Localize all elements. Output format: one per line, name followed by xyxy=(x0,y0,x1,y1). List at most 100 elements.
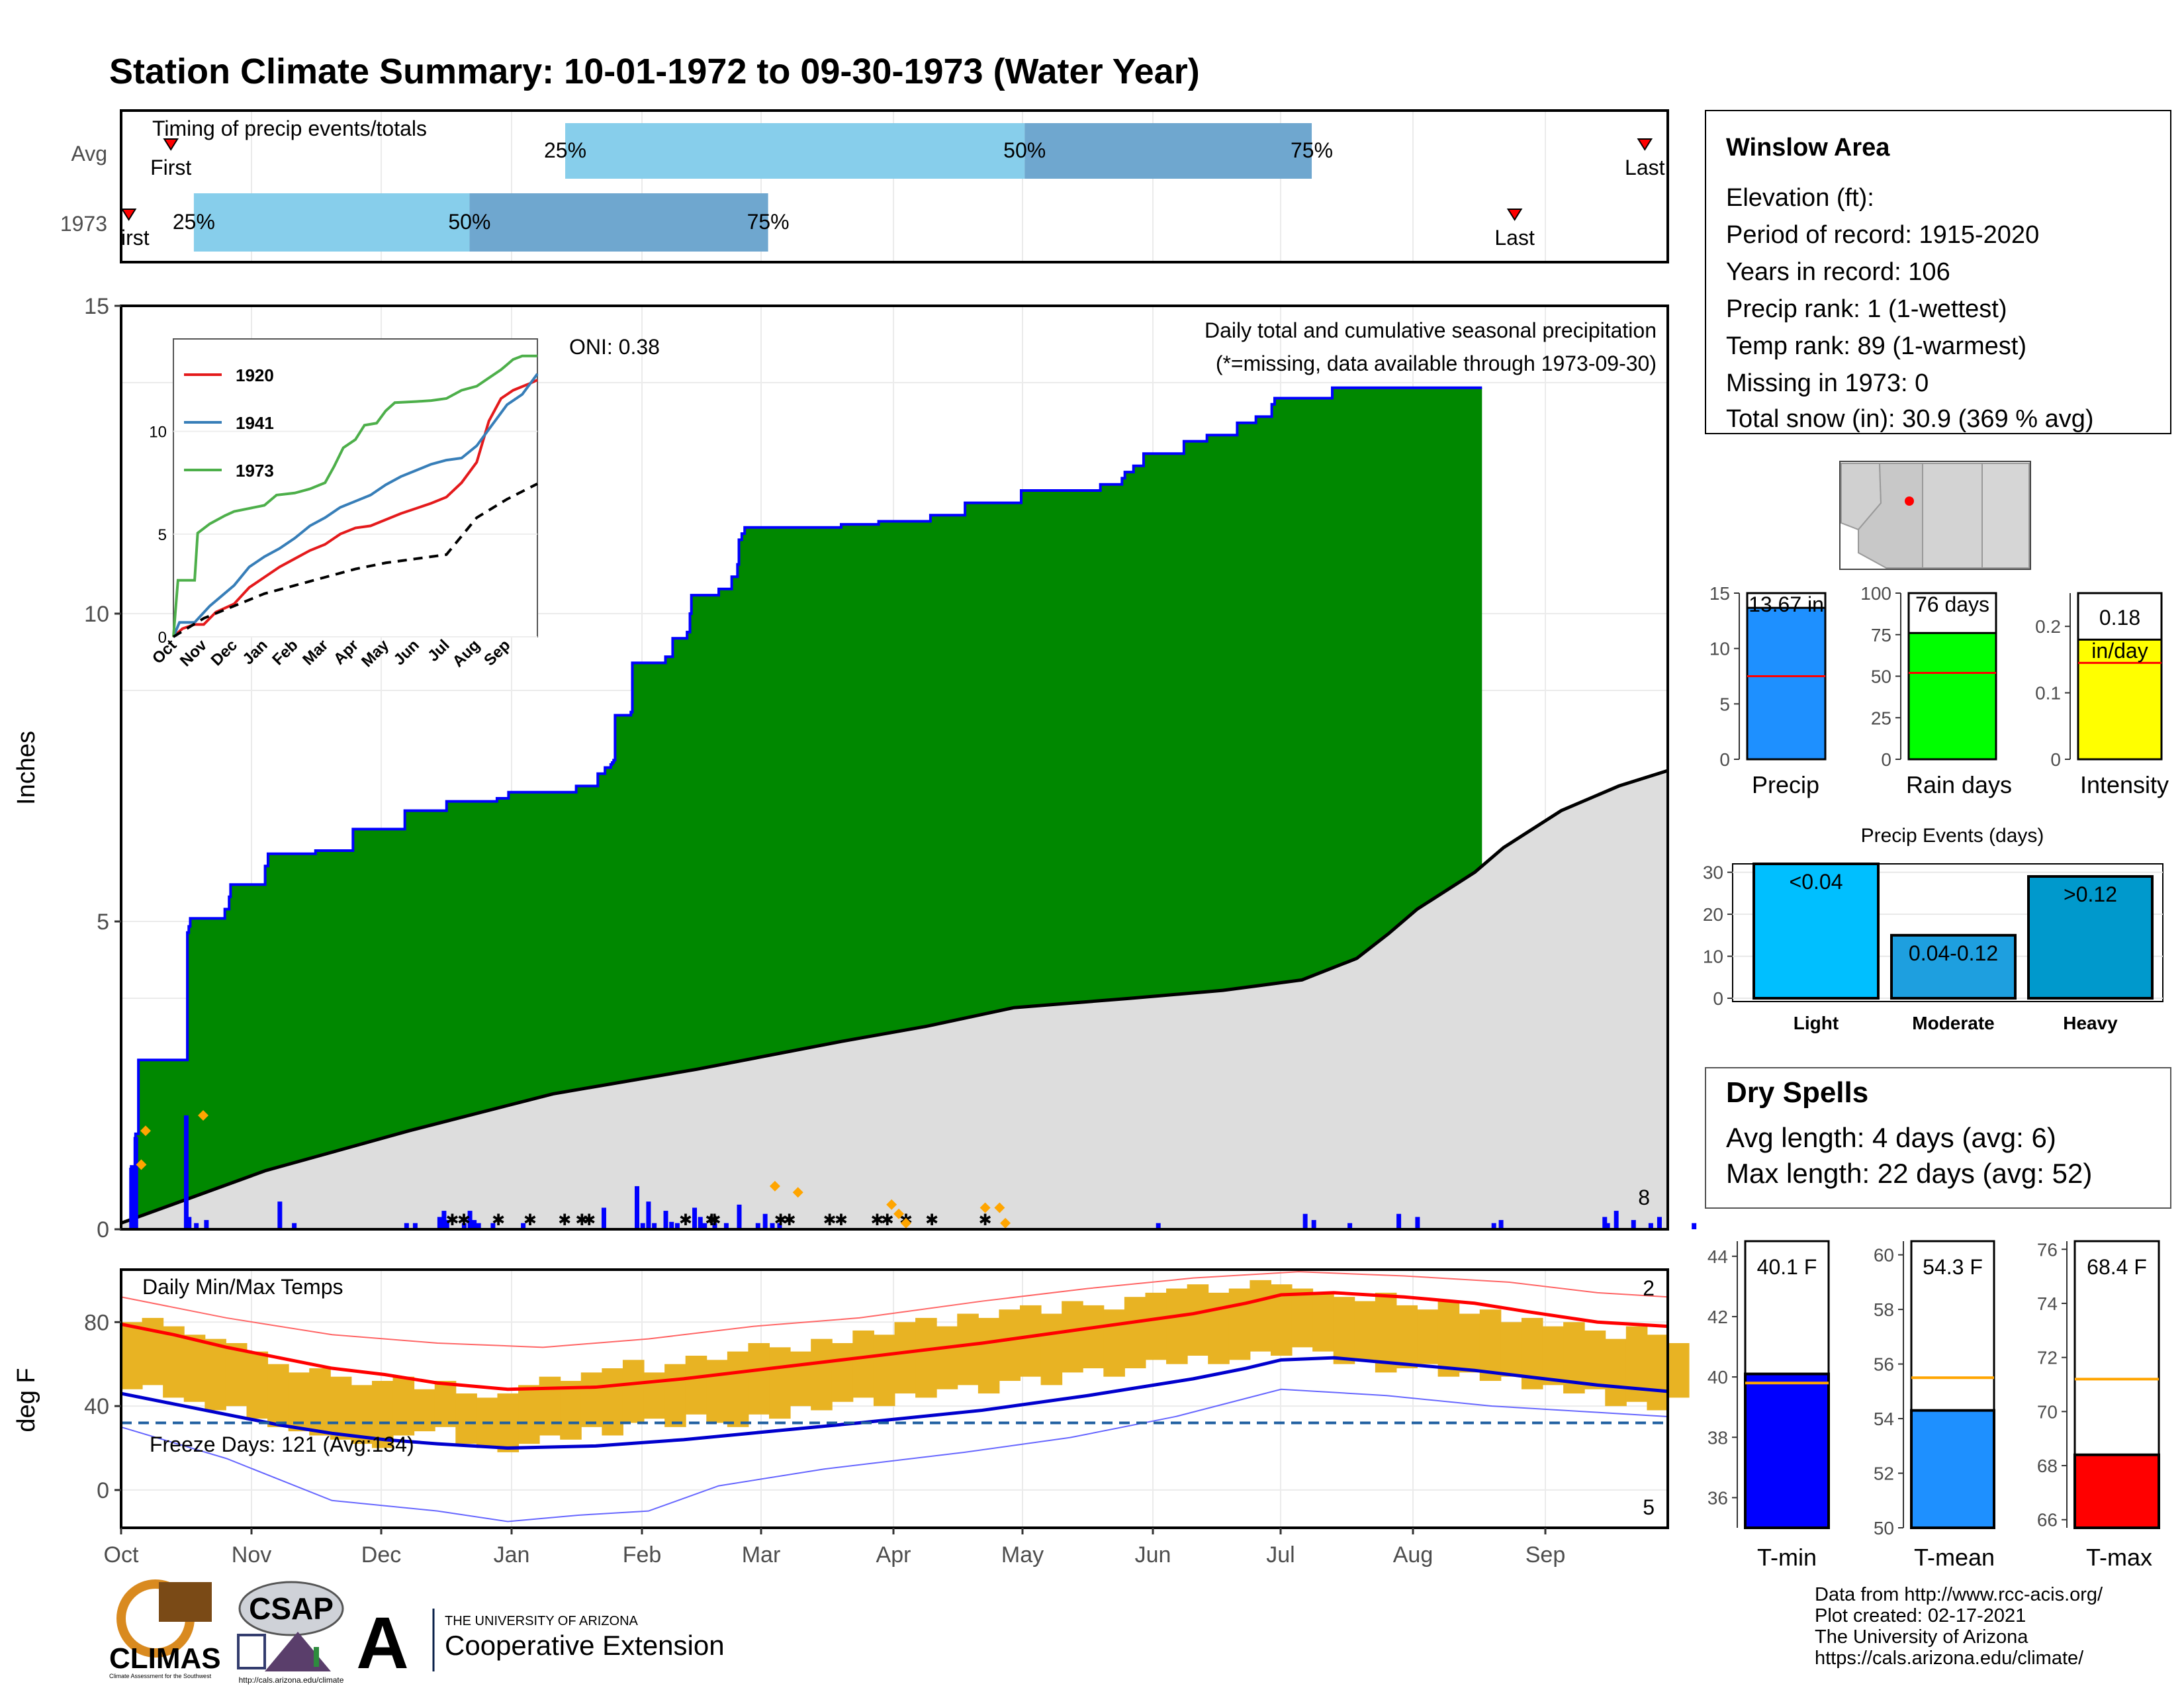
daily-precip-bar xyxy=(476,1223,481,1229)
extreme-marker xyxy=(198,1109,209,1121)
temp-range-bar xyxy=(1062,1301,1083,1373)
temp-range-bar xyxy=(831,1342,854,1402)
info-line-period: Period of record: 1915-2020 xyxy=(1726,221,2039,249)
temp-range-bar xyxy=(936,1326,958,1389)
temp-summary-bar xyxy=(1910,1409,1995,1530)
mini-bar-label: Precip xyxy=(1752,771,1819,798)
info-line-missing: Missing in 1973: 0 xyxy=(1726,369,1929,397)
inset-gridlines xyxy=(173,430,537,637)
snow-marker: ✱ xyxy=(979,1211,992,1229)
daily-precip-bar xyxy=(129,1168,134,1229)
footer-credits: Data from http://www.rcc-acis.org/ Plot … xyxy=(1815,1584,2103,1669)
cumulative-precip-line xyxy=(121,386,1482,1231)
temp-range-bar xyxy=(852,1330,874,1398)
credit-url: https://cals.arizona.edu/climate/ xyxy=(1815,1648,2084,1669)
daily-precip-bar xyxy=(1631,1220,1636,1229)
snow-marker: ✱ xyxy=(774,1211,788,1229)
location-map xyxy=(1839,461,2031,570)
temp-summary-label: T-min xyxy=(1757,1544,1817,1571)
snow-marker: ✱ xyxy=(881,1211,894,1229)
daily-precip-bar xyxy=(1605,1223,1610,1229)
temp-range-bar xyxy=(1333,1297,1355,1364)
temp-summary-tick-label: 54 xyxy=(1874,1409,1894,1429)
climas-logo: CLIMAS Climate Assessment for the Southw… xyxy=(109,1579,221,1679)
daily-precip-bar xyxy=(1692,1223,1697,1229)
mini-value-label: 0.18 xyxy=(2099,606,2140,630)
temp-range-bar xyxy=(957,1313,979,1385)
csap-logo: CSAP http://cals.arizona.edu/climate xyxy=(237,1581,344,1685)
station-name: Winslow Area xyxy=(1726,134,1890,162)
temp-range-bar xyxy=(622,1360,645,1423)
mini-tick-label: 5 xyxy=(1719,694,1730,714)
daily-precip-bar xyxy=(692,1207,698,1229)
daily-precip-bar xyxy=(646,1201,651,1229)
daily-precip-bar xyxy=(777,1223,782,1229)
temp-range-bar xyxy=(1208,1292,1230,1364)
oni-label: ONI: 0.38 xyxy=(569,335,660,359)
daily-precip-bar xyxy=(1415,1217,1420,1229)
mini-value-label: 76 days xyxy=(1915,592,1989,616)
mini-bar-value xyxy=(1746,606,1827,761)
temp-summary-value: 40.1 F xyxy=(1757,1255,1817,1279)
temp-range-bar xyxy=(1291,1288,1314,1348)
mini-bar-chart: 0 25 50 75 100 76 days Rain days xyxy=(1860,583,2012,798)
timing-title: Timing of precip events/totals xyxy=(152,117,427,140)
temp-summary-tick-label: 38 xyxy=(1707,1427,1728,1448)
temp-range-bar xyxy=(894,1322,917,1394)
credit-data-source: Data from http://www.rcc-acis.org/ xyxy=(1815,1584,2103,1605)
mini-tick-label: 0.1 xyxy=(2035,683,2061,704)
info-line-precip-rank: Precip rank: 1 (1-wettest) xyxy=(1726,295,2007,323)
timing-marker xyxy=(163,138,179,151)
daily-precip-bar xyxy=(1491,1223,1496,1229)
timing-bar-q1 xyxy=(193,193,470,252)
dry-spells-title: Dry Spells xyxy=(1726,1076,1868,1109)
timing-p25-label: 25% xyxy=(173,210,215,234)
temp-y-label: deg F xyxy=(13,1368,40,1432)
temp-range-bar xyxy=(706,1360,728,1423)
mini-tick-label: 50 xyxy=(1871,667,1891,687)
temp-range-bar xyxy=(1500,1322,1522,1377)
timing-p50-label: 50% xyxy=(1003,138,1046,162)
month-tick-label: Oct xyxy=(104,1542,139,1568)
temp-range-bar xyxy=(518,1385,540,1444)
inset-legend-1941: 1941 xyxy=(236,413,274,433)
temp-range-bar xyxy=(539,1376,561,1436)
inset-y-tick-label: 10 xyxy=(149,424,167,442)
mini-tick-label: 0 xyxy=(1881,749,1891,770)
daily-precip-bar xyxy=(635,1186,639,1229)
extreme-markers xyxy=(136,1109,1011,1229)
credit-plot-created: Plot created: 02-17-2021 xyxy=(1815,1605,2026,1626)
daily-precip-bar xyxy=(133,1137,138,1229)
temp-panel-label: Daily Min/Max Temps xyxy=(142,1275,343,1299)
temp-summary-value: 54.3 F xyxy=(1923,1255,1983,1279)
month-tick-label: May xyxy=(1001,1542,1044,1568)
month-tick-label: Jul xyxy=(1266,1542,1295,1568)
timing-row-label-avg: Avg xyxy=(71,142,107,165)
temp-range-bars xyxy=(121,1280,1690,1452)
temp-summary-label: T-max xyxy=(2086,1544,2152,1571)
inset-series-line xyxy=(172,483,538,638)
events-category-label: Heavy xyxy=(2063,1013,2118,1033)
info-line-snow: Total snow (in): 30.9 (369 % avg) xyxy=(1726,405,2094,433)
temp-range-bar xyxy=(455,1393,477,1444)
ua-logo: A THE UNIVERSITY OF ARIZONA Cooperative … xyxy=(356,1603,724,1684)
temp-range-bar xyxy=(414,1389,435,1432)
timing-marker-label: Last xyxy=(1625,156,1665,179)
mini-tick-label: 0.2 xyxy=(2035,616,2061,637)
snow-marker: ✱ xyxy=(707,1211,721,1229)
average-precip-area xyxy=(121,771,1668,1229)
events-bar xyxy=(2027,875,2154,1000)
timing-marker xyxy=(121,209,137,221)
temp-range-bar xyxy=(1354,1301,1376,1360)
temp-range-bar xyxy=(1250,1280,1271,1352)
temp-range-bar xyxy=(371,1381,394,1448)
timing-row-label-1973: 1973 xyxy=(60,212,107,236)
temp-range-bar xyxy=(1375,1292,1397,1373)
daily-precip-bar xyxy=(1302,1213,1308,1229)
missing-note: (*=missing, data available through 1973-… xyxy=(1216,352,1657,375)
mini-bar-chart: 0 5 10 15 13.67 in Precip xyxy=(1709,583,1827,798)
snow-marker: ✱ xyxy=(457,1211,471,1229)
extreme-marker xyxy=(886,1199,897,1210)
daily-precip-bar xyxy=(755,1223,760,1229)
